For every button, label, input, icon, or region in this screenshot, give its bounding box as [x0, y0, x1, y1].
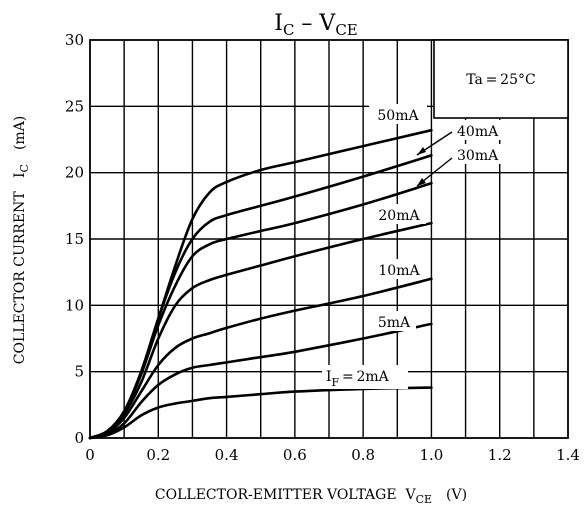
- x-tick-label: 0.2: [146, 446, 170, 464]
- x-tick-label: 1.2: [488, 446, 512, 464]
- series-label-10ma: 10mA: [378, 263, 420, 279]
- series-line-2ma: [88, 386, 433, 440]
- series-labels: 50mA 40mA 30mA 20mA 10mA 5mA IF = 2mA: [322, 104, 510, 389]
- y-tick-label: 25: [65, 97, 84, 115]
- x-axis-label-sub: CE: [416, 493, 432, 506]
- x-tick-label: 0: [85, 446, 95, 464]
- y-tick-label: 30: [65, 31, 84, 49]
- series-label-2ma: IF = 2mA: [326, 369, 390, 389]
- x-tick-label: 0.8: [351, 446, 375, 464]
- x-axis-label: COLLECTOR-EMITTER VOLTAGE VCE (V): [155, 487, 467, 506]
- condition-label: Ta = 25°C: [466, 72, 535, 88]
- x-tick-label: 1.4: [556, 446, 580, 464]
- x-tick-label: 1.0: [419, 446, 443, 464]
- title-vce: V: [318, 11, 336, 36]
- condition-box: Ta = 25°C: [433, 39, 569, 119]
- y-tick-label: 20: [65, 164, 84, 182]
- x-tick-label: 0.6: [283, 446, 307, 464]
- series-arrow-40ma: [417, 147, 426, 155]
- title-ic: I: [274, 11, 283, 36]
- series-label-2ma-sub: F: [332, 376, 340, 389]
- series-line-10ma: [88, 277, 433, 440]
- series-curves: [88, 128, 433, 440]
- series-line-5ma: [88, 322, 433, 440]
- x-axis-label-text: COLLECTOR-EMITTER VOLTAGE V: [155, 487, 417, 503]
- y-axis-label: COLLECTOR CURRENT IC (mA): [12, 116, 31, 365]
- y-tick-label: 15: [65, 230, 84, 248]
- y-axis-label-text: COLLECTOR CURRENT I: [12, 172, 28, 364]
- y-tick-label: 10: [65, 296, 84, 314]
- x-tick-labels: 0 0.2 0.4 0.6 0.8 1.0 1.2 1.4: [85, 446, 580, 464]
- x-tick-label: 0.4: [215, 446, 239, 464]
- title-ic-sub: C: [283, 21, 294, 39]
- series-line-20ma: [88, 221, 433, 440]
- title-vce-sub: CE: [335, 21, 357, 39]
- series-label-30ma: 30mA: [457, 148, 499, 164]
- plot-frame: [89, 39, 569, 439]
- series-label-50ma: 50mA: [377, 108, 419, 124]
- series-label-2ma-i: I: [326, 369, 332, 385]
- series-label-20ma: 20mA: [378, 208, 420, 224]
- y-tick-label: 0: [74, 429, 84, 447]
- y-axis-label-unit: (mA): [12, 116, 28, 150]
- series-line-30ma: [88, 182, 433, 440]
- series-arrow-30ma: [417, 178, 426, 186]
- title-dash: –: [294, 11, 319, 36]
- series-label-40ma: 40mA: [457, 124, 499, 140]
- series-label-5ma: 5mA: [378, 315, 411, 331]
- y-tick-label: 5: [74, 363, 84, 381]
- series-label-2ma-rest: = 2mA: [339, 369, 390, 385]
- x-axis-label-unit: (V): [446, 487, 467, 503]
- chart-title: IC – VCE: [274, 11, 358, 39]
- y-axis-label-sub: C: [18, 164, 31, 172]
- y-tick-labels: 0 5 10 15 20 25 30: [65, 31, 84, 447]
